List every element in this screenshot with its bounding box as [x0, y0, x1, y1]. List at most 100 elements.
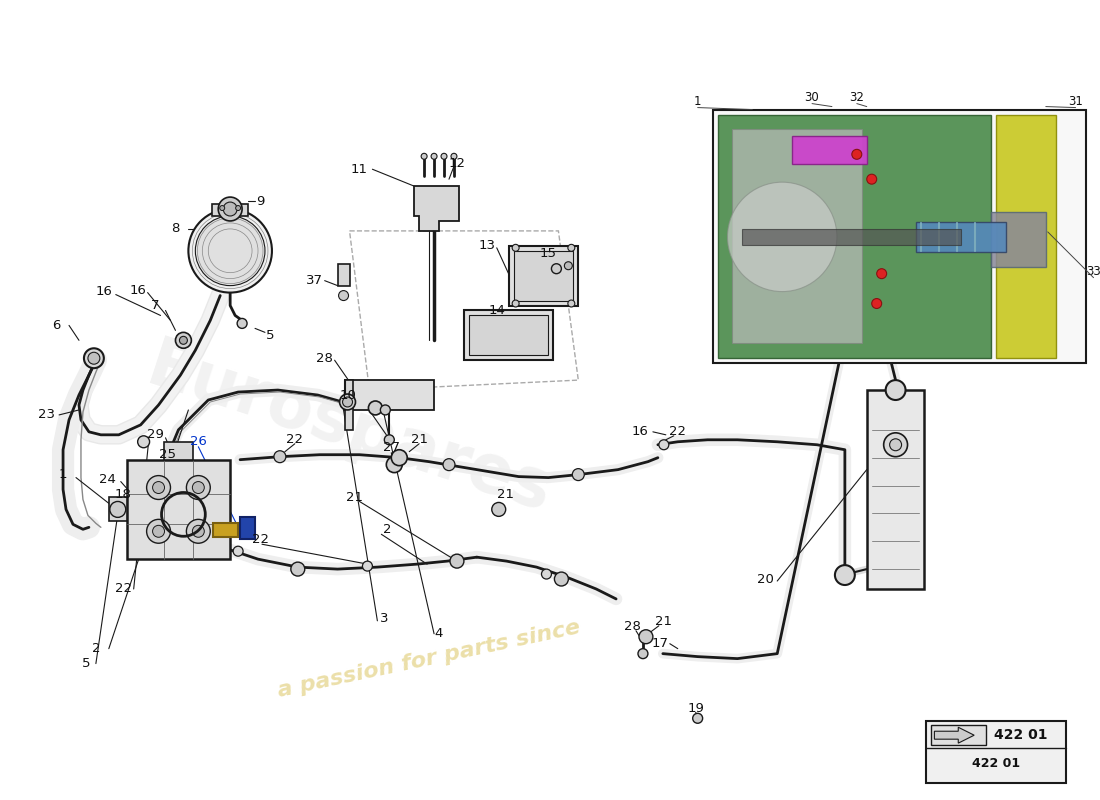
- Text: 17: 17: [651, 637, 669, 650]
- Text: 37: 37: [306, 274, 323, 287]
- Circle shape: [568, 244, 575, 251]
- Text: 28: 28: [316, 352, 333, 365]
- Circle shape: [564, 262, 572, 270]
- Circle shape: [186, 475, 210, 499]
- Circle shape: [883, 433, 908, 457]
- Text: 10: 10: [339, 389, 356, 402]
- Circle shape: [835, 565, 855, 585]
- Circle shape: [450, 554, 464, 568]
- Text: 33: 33: [1086, 265, 1100, 278]
- Text: 3: 3: [381, 612, 388, 626]
- Polygon shape: [934, 727, 975, 743]
- Bar: [713, 110, 1086, 363]
- Text: 28: 28: [624, 620, 640, 634]
- Circle shape: [386, 457, 403, 473]
- Text: 5: 5: [81, 657, 90, 670]
- Circle shape: [727, 182, 837, 291]
- Circle shape: [186, 519, 210, 543]
- Circle shape: [342, 397, 352, 407]
- Circle shape: [146, 475, 170, 499]
- Bar: [464, 310, 553, 360]
- Circle shape: [110, 502, 125, 518]
- Text: 2: 2: [383, 523, 392, 536]
- Text: 6: 6: [52, 319, 60, 332]
- Circle shape: [192, 482, 205, 494]
- Circle shape: [568, 300, 575, 307]
- Circle shape: [220, 206, 224, 210]
- Bar: [344, 380, 434, 410]
- Text: 13: 13: [478, 239, 495, 252]
- Text: 1: 1: [694, 95, 702, 108]
- Text: 24: 24: [99, 473, 117, 486]
- Bar: [240, 518, 255, 539]
- Text: 22: 22: [252, 533, 268, 546]
- Text: 16: 16: [631, 426, 648, 438]
- Text: 15: 15: [540, 247, 557, 260]
- Circle shape: [196, 216, 265, 286]
- Circle shape: [443, 458, 455, 470]
- Circle shape: [176, 332, 191, 348]
- Bar: [792, 137, 867, 164]
- Circle shape: [340, 394, 355, 410]
- Circle shape: [290, 562, 305, 576]
- Bar: [344, 380, 352, 430]
- Text: 18: 18: [114, 488, 131, 501]
- Text: 27: 27: [383, 442, 399, 454]
- Text: 26: 26: [190, 435, 207, 448]
- Text: 8: 8: [172, 222, 179, 235]
- Circle shape: [238, 318, 248, 328]
- Text: 23: 23: [37, 409, 55, 422]
- Circle shape: [513, 300, 519, 307]
- Circle shape: [223, 202, 238, 216]
- Text: 12: 12: [449, 157, 465, 170]
- Circle shape: [235, 206, 241, 210]
- Circle shape: [871, 298, 882, 309]
- Circle shape: [867, 174, 877, 184]
- Circle shape: [572, 469, 584, 481]
- Text: 16: 16: [96, 285, 112, 298]
- Circle shape: [218, 197, 242, 221]
- Circle shape: [146, 519, 170, 543]
- Bar: [717, 114, 991, 358]
- Circle shape: [886, 380, 905, 400]
- Circle shape: [693, 714, 703, 723]
- Circle shape: [551, 264, 561, 274]
- Circle shape: [890, 438, 902, 450]
- Text: 9: 9: [256, 194, 264, 207]
- Text: 4: 4: [434, 627, 443, 640]
- Text: 11: 11: [351, 162, 369, 176]
- Circle shape: [513, 244, 519, 251]
- Circle shape: [451, 154, 456, 159]
- Bar: [991, 212, 1046, 266]
- Circle shape: [877, 269, 887, 278]
- Text: 14: 14: [488, 304, 505, 317]
- Bar: [932, 726, 986, 745]
- Text: a passion for parts since: a passion for parts since: [276, 617, 582, 701]
- Circle shape: [851, 150, 861, 159]
- Text: Eurospares: Eurospares: [139, 334, 560, 526]
- Polygon shape: [415, 186, 459, 231]
- Circle shape: [384, 435, 394, 445]
- Circle shape: [233, 546, 243, 556]
- Bar: [508, 246, 579, 306]
- Text: 22: 22: [669, 426, 686, 438]
- Text: 30: 30: [805, 91, 820, 104]
- Text: 21: 21: [497, 488, 514, 501]
- Bar: [916, 222, 1006, 252]
- Circle shape: [84, 348, 103, 368]
- Circle shape: [153, 482, 165, 494]
- Circle shape: [381, 405, 390, 415]
- Circle shape: [639, 630, 653, 644]
- Text: 21: 21: [410, 434, 428, 446]
- Circle shape: [541, 569, 551, 579]
- Bar: [126, 460, 230, 559]
- Circle shape: [554, 572, 569, 586]
- Circle shape: [153, 526, 165, 538]
- Circle shape: [88, 352, 100, 364]
- Bar: [733, 130, 861, 343]
- Bar: [867, 390, 924, 589]
- Bar: [926, 722, 1066, 783]
- Circle shape: [441, 154, 447, 159]
- Text: 21: 21: [656, 615, 672, 628]
- Circle shape: [392, 450, 407, 466]
